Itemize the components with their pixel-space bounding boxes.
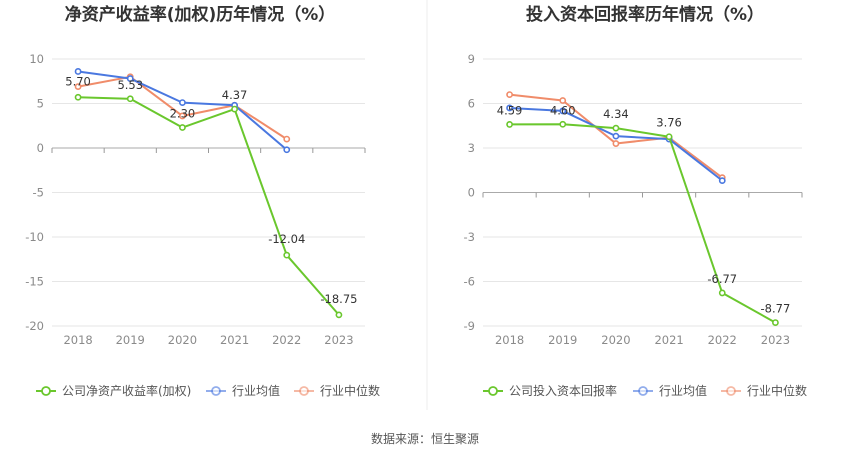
x-tick-label: 2018 [495, 333, 524, 347]
legend-swatch-marker [488, 386, 498, 396]
data-label: 4.60 [550, 103, 576, 117]
data-point [74, 93, 82, 101]
x-tick-label: 2018 [63, 333, 92, 347]
legend-label: 公司投入资本回报率 [509, 383, 617, 398]
data-point [612, 140, 620, 147]
y-tick-label: -5 [33, 186, 44, 200]
legend-label: 公司净资产收益率(加权) [62, 383, 191, 398]
y-tick-label: 6 [468, 97, 475, 111]
data-source: 数据来源：恒生聚源 [371, 431, 479, 446]
y-tick-label: 10 [29, 52, 44, 66]
data-point [772, 319, 779, 326]
data-point [612, 132, 620, 140]
data-point [283, 135, 291, 143]
data-label: -8.77 [761, 302, 791, 316]
y-tick-label: -10 [25, 230, 44, 244]
y-tick-label: -20 [25, 319, 44, 333]
data-label: 4.37 [222, 88, 248, 102]
y-tick-label: -6 [464, 275, 475, 289]
series-line-0 [509, 123, 776, 324]
y-tick-label: 0 [468, 186, 475, 200]
data-point [665, 133, 673, 141]
legend-swatch-marker [726, 386, 736, 396]
data-point [335, 311, 343, 319]
legend-label: 行业均值 [659, 383, 707, 398]
x-tick-label: 2020 [168, 333, 197, 347]
legend-swatch-marker [211, 386, 221, 396]
data-point [283, 146, 291, 154]
data-label: -6.77 [707, 272, 737, 286]
data-label: -18.75 [320, 292, 357, 306]
x-tick-label: 2019 [548, 333, 577, 347]
data-point [231, 105, 238, 113]
x-tick-label: 2022 [272, 333, 301, 347]
data-label: 3.76 [656, 116, 682, 130]
legend-label: 行业中位数 [747, 383, 807, 398]
legend-swatch-marker [41, 386, 51, 396]
y-tick-label: 0 [37, 141, 44, 155]
data-point [506, 104, 513, 112]
chart-title: 净资产收益率(加权)历年情况（%） [65, 4, 336, 25]
x-tick-label: 2023 [761, 333, 790, 347]
data-label: 2.30 [170, 107, 196, 121]
roic-chart: 投入资本回报率历年情况（%） 9 6 3 0 -3 -6 -9 2018 2019 2020 2021… [464, 4, 807, 398]
y-tick-label: 9 [468, 52, 475, 66]
data-point [718, 289, 726, 297]
chart-title: 投入资本回报率历年情况（%） [526, 4, 764, 25]
legend-swatch-marker [638, 386, 648, 396]
y-tick-label: -9 [464, 319, 475, 333]
y-tick-label: -3 [464, 230, 475, 244]
data-point [559, 97, 567, 104]
data-point [506, 121, 513, 128]
x-tick-label: 2019 [116, 333, 145, 347]
data-point [179, 112, 186, 120]
data-point [126, 75, 134, 82]
legend-swatch-marker [299, 386, 309, 396]
data-point [718, 177, 726, 185]
legend-label: 行业均值 [232, 383, 280, 398]
legend-label: 行业中位数 [320, 383, 380, 398]
data-point [506, 91, 513, 98]
data-point [126, 95, 134, 103]
data-label: 4.59 [497, 103, 523, 117]
data-point [559, 107, 567, 115]
data-point [612, 124, 620, 132]
data-point [179, 99, 186, 107]
x-tick-label: 2020 [601, 333, 630, 347]
data-point [74, 83, 82, 90]
x-tick-label: 2021 [220, 333, 249, 347]
series-line-0 [78, 96, 340, 316]
data-label: 5.53 [117, 78, 143, 92]
x-tick-label: 2022 [708, 333, 737, 347]
data-label: -12.04 [268, 232, 305, 246]
data-label: 4.34 [603, 107, 629, 121]
y-tick-label: 3 [468, 141, 475, 155]
data-label: 5.70 [65, 74, 91, 88]
x-tick-label: 2023 [324, 333, 353, 347]
data-point [179, 124, 186, 131]
roe-chart: 净资产收益率(加权)历年情况（%） 10 5 0 -5 -10 -15 -20 2018 2019… [25, 4, 380, 398]
y-tick-label: 5 [37, 97, 44, 111]
data-point [283, 251, 291, 259]
data-point [74, 68, 82, 75]
data-point [559, 120, 567, 128]
y-tick-label: -15 [25, 275, 44, 289]
x-tick-label: 2021 [654, 333, 683, 347]
